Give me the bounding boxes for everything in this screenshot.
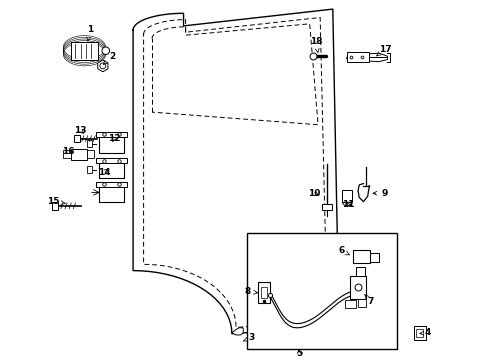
Bar xyxy=(342,190,351,202)
Bar xyxy=(87,166,92,173)
Text: 3: 3 xyxy=(243,333,254,342)
Bar xyxy=(87,140,92,147)
Bar xyxy=(352,250,369,264)
Bar xyxy=(52,202,58,210)
Bar xyxy=(349,276,365,299)
Text: 10: 10 xyxy=(307,189,320,198)
Bar xyxy=(247,233,396,349)
Bar xyxy=(96,158,127,163)
Text: 16: 16 xyxy=(61,147,74,156)
Text: 18: 18 xyxy=(309,37,322,53)
Text: 13: 13 xyxy=(74,126,86,135)
Bar xyxy=(63,150,71,158)
Bar xyxy=(345,300,355,309)
Bar xyxy=(369,252,379,262)
Bar xyxy=(416,329,422,337)
Bar xyxy=(355,267,365,276)
Bar xyxy=(99,183,123,202)
Bar xyxy=(74,135,80,143)
Bar xyxy=(258,282,269,303)
Text: 11: 11 xyxy=(342,200,354,209)
Text: 2: 2 xyxy=(103,52,115,64)
Text: 4: 4 xyxy=(419,328,430,337)
Polygon shape xyxy=(231,328,243,335)
Bar xyxy=(99,133,123,153)
Polygon shape xyxy=(346,53,386,62)
Bar xyxy=(71,149,87,159)
Bar xyxy=(413,326,425,341)
Bar xyxy=(346,53,368,62)
Text: 5: 5 xyxy=(295,349,302,358)
Text: 17: 17 xyxy=(375,45,391,56)
Circle shape xyxy=(100,63,105,69)
Bar xyxy=(357,299,366,307)
Bar xyxy=(96,182,127,187)
Bar xyxy=(87,150,94,158)
Bar xyxy=(96,132,127,137)
Bar xyxy=(71,42,98,59)
Bar xyxy=(261,287,266,298)
Text: 14: 14 xyxy=(98,168,111,177)
Bar xyxy=(322,204,332,210)
Polygon shape xyxy=(98,60,108,72)
Text: 12: 12 xyxy=(108,134,120,143)
Circle shape xyxy=(102,47,109,54)
Bar xyxy=(99,159,123,178)
Text: 7: 7 xyxy=(364,294,373,306)
Text: 15: 15 xyxy=(47,197,65,206)
Text: 6: 6 xyxy=(337,246,349,255)
Text: 1: 1 xyxy=(86,25,93,41)
Text: 8: 8 xyxy=(244,287,257,296)
Text: 9: 9 xyxy=(372,189,387,198)
